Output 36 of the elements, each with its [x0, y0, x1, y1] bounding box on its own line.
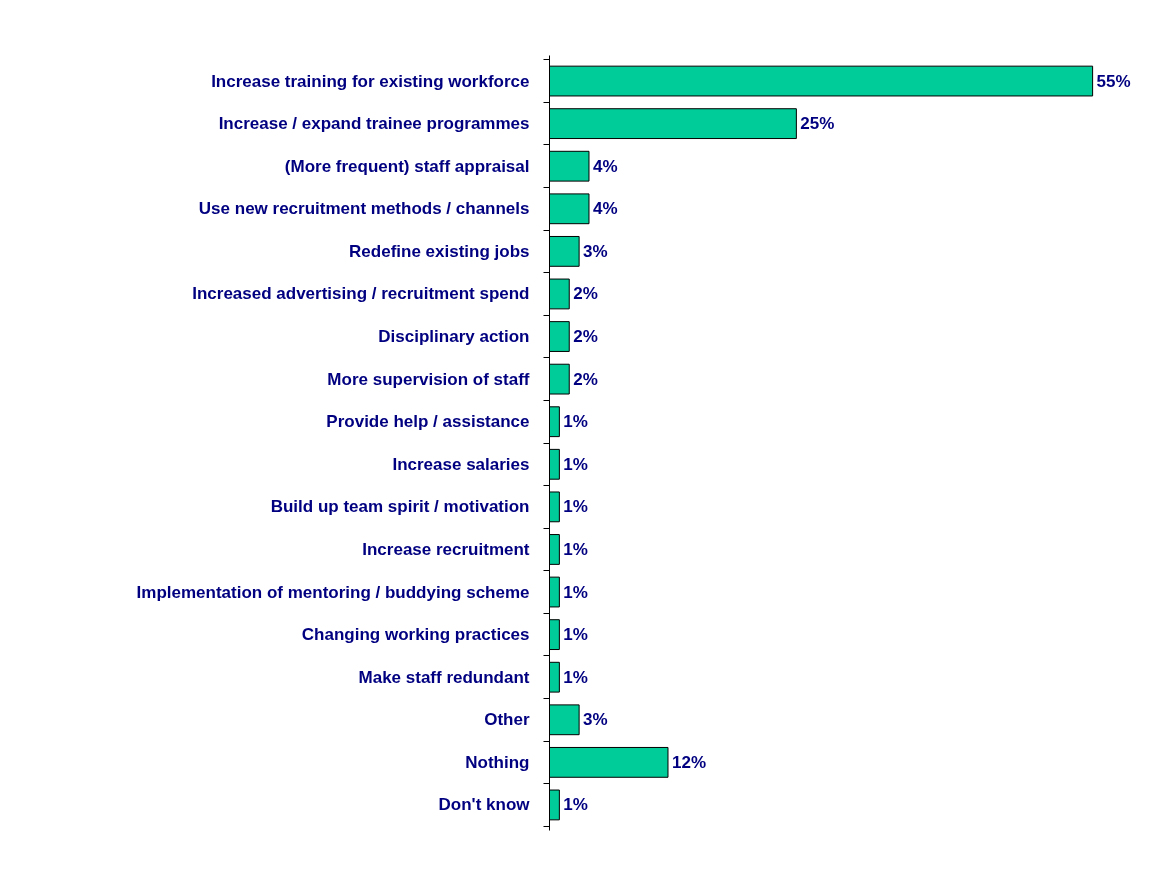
y-tick-label: Nothing [465, 752, 530, 772]
data-label: 1% [563, 539, 588, 559]
y-tick-label: Disciplinary action [378, 327, 530, 347]
y-tick-label: Increase / expand trainee programmes [218, 114, 530, 134]
data-label: 2% [573, 284, 598, 304]
y-tick-label: More supervision of staff [327, 369, 530, 389]
data-label: 1% [563, 497, 588, 517]
data-label: 1% [563, 625, 588, 645]
data-label: 1% [563, 795, 588, 815]
y-tick-label: Increase recruitment [362, 539, 530, 559]
data-label: 1% [563, 412, 588, 432]
data-label: 1% [563, 667, 588, 687]
data-label: 3% [583, 241, 608, 261]
data-label: 2% [573, 327, 598, 347]
y-tick-label: Make staff redundant [358, 667, 530, 687]
y-tick-label: (More frequent) staff appraisal [284, 156, 530, 176]
data-label: 3% [583, 710, 608, 730]
y-tick-label: Increase training for existing workforce [211, 71, 530, 91]
data-label: 55% [1096, 71, 1131, 91]
y-tick-label: Redefine existing jobs [349, 241, 530, 261]
y-tick-label: Increase salaries [392, 454, 530, 474]
y-tick-label: Build up team spirit / motivation [270, 497, 530, 517]
y-tick-label: Don't know [438, 795, 531, 815]
data-label: 12% [672, 752, 707, 772]
data-label: 4% [593, 199, 618, 219]
data-label: 25% [800, 114, 835, 134]
data-label: 4% [593, 156, 618, 176]
y-tick-label: Use new recruitment methods / channels [198, 199, 530, 219]
data-label: 1% [563, 454, 588, 474]
y-tick-label: Implementation of mentoring / buddying scheme [136, 582, 530, 602]
y-tick-label: Provide help / assistance [326, 412, 530, 432]
data-label: 2% [573, 369, 598, 389]
y-tick-label: Other [484, 710, 530, 730]
data-label: 1% [563, 582, 588, 602]
y-tick-label: Increased advertising / recruitment spend [192, 284, 530, 304]
y-tick-label: Changing working practices [301, 625, 530, 645]
